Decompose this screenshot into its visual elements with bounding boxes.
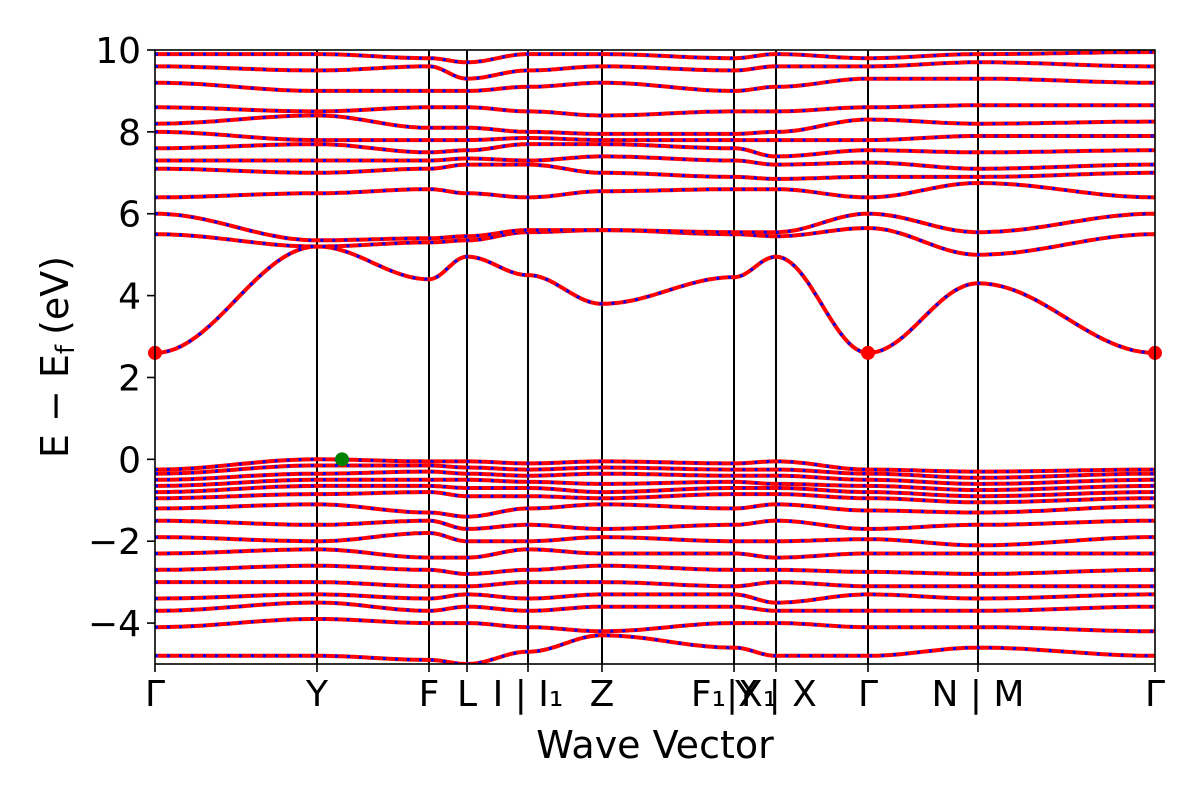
conduction-band-0-spin-up [155, 244, 1155, 355]
valence-band-0-spin-up [155, 457, 1155, 474]
x-tick-label-5: Z [590, 674, 615, 715]
valence-band-15-spin-up [155, 633, 1155, 664]
x-tick-label-9: N | M [931, 674, 1024, 715]
y-tick-label-2: 0 [118, 440, 141, 481]
cbm-marker-1 [861, 345, 875, 360]
conduction-band-8-spin-up [155, 113, 1155, 136]
conduction-band-4-spin-up [155, 162, 1155, 181]
conduction-band-10-spin-up [155, 76, 1155, 93]
valence-band-9-spin-up [155, 547, 1155, 560]
valence-band-4-spin-up [155, 483, 1155, 499]
vbm-marker-0 [335, 452, 349, 467]
band-lines [155, 50, 1155, 664]
valence-band-1-spin-up [155, 463, 1155, 480]
x-tick-label-8: Γ [858, 674, 878, 715]
y-tick-label-0: −4 [88, 604, 141, 645]
conduction-band-6-spin-up [155, 142, 1155, 159]
y-axis-label-main: E − E [33, 354, 77, 458]
conduction-band-5-spin-up [155, 154, 1155, 171]
valence-band-11-spin-up [155, 580, 1155, 589]
conduction-band-8-spin-down [155, 114, 1155, 136]
valence-band-6-spin-up [155, 502, 1155, 519]
x-tick-label-2: F [419, 674, 440, 715]
valence-band-8-spin-up [155, 531, 1155, 548]
y-tick-label-5: 6 [118, 195, 141, 236]
conduction-band-0-spin-down [155, 244, 1155, 355]
y-axis-ticks: −4 −2 0 2 4 6 8 10 [88, 31, 155, 645]
x-tick-label-1: Y [305, 674, 329, 715]
x-axis-label: Wave Vector [536, 723, 774, 767]
valence-band-13-spin-up [155, 600, 1155, 613]
conduction-band-2-spin-up [155, 211, 1155, 243]
valence-band-3-spin-up [155, 477, 1155, 492]
y-axis-label: E − Ef (eV) [33, 256, 81, 458]
valence-band-7-spin-up [155, 518, 1155, 531]
band-edge-markers [148, 345, 1162, 467]
conduction-band-7-spin-up [155, 129, 1155, 143]
x-tick-label-7: Y | X [734, 674, 817, 715]
conduction-band-11-spin-up [155, 60, 1155, 81]
valence-band-2-spin-up [155, 469, 1155, 486]
valence-band-10-spin-up [155, 563, 1155, 576]
y-tick-label-4: 4 [118, 277, 141, 318]
conduction-band-2-spin-down [155, 212, 1155, 242]
y-tick-label-1: −2 [88, 522, 141, 563]
x-tick-label-6: F₁|X₁ [691, 674, 777, 715]
valence-band-5-spin-up [155, 490, 1155, 505]
y-tick-label-6: 8 [118, 113, 141, 154]
x-tick-label-0: Γ [145, 674, 165, 715]
y-tick-label-7: 10 [95, 31, 141, 72]
conduction-band-3-spin-up [155, 180, 1155, 200]
x-tick-label-3: L [457, 674, 477, 715]
x-tick-label-4: I | I₁ [493, 674, 564, 715]
y-axis-label-subscript: f [51, 344, 81, 354]
y-tick-label-3: 2 [118, 358, 141, 399]
y-axis-label-unit: (eV) [33, 256, 77, 335]
plot-frame [154, 49, 1156, 665]
valence-band-14-spin-up [155, 617, 1155, 634]
conduction-band-9-spin-up [155, 103, 1155, 118]
x-tick-label-10: Γ [1145, 674, 1165, 715]
conduction-band-12-spin-up [155, 50, 1155, 65]
valence-band-12-spin-up [155, 592, 1155, 605]
